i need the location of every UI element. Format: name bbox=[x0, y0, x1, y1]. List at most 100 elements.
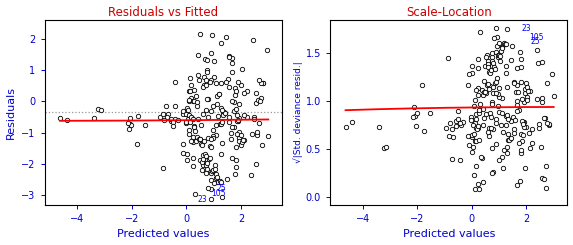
Point bbox=[181, 120, 190, 124]
Point bbox=[410, 105, 419, 109]
Point bbox=[452, 119, 461, 123]
Point bbox=[486, 115, 496, 119]
Point bbox=[494, 41, 504, 45]
Point bbox=[237, 67, 246, 71]
Point bbox=[470, 104, 479, 108]
Point bbox=[197, 142, 206, 146]
Point bbox=[213, 175, 222, 179]
Point bbox=[256, 99, 265, 103]
Point bbox=[468, 71, 477, 75]
Point bbox=[484, 87, 493, 91]
Point bbox=[516, 64, 525, 68]
Point bbox=[466, 118, 476, 122]
Point bbox=[200, 57, 209, 61]
Point bbox=[163, 115, 172, 119]
Point bbox=[89, 116, 99, 120]
Point bbox=[62, 118, 72, 122]
Point bbox=[540, 116, 550, 120]
Point bbox=[543, 82, 552, 86]
Point bbox=[512, 83, 521, 86]
Point bbox=[140, 123, 150, 127]
Point bbox=[224, 85, 233, 89]
Point bbox=[185, 118, 194, 122]
Point bbox=[215, 122, 225, 126]
Point bbox=[501, 114, 511, 118]
Point bbox=[486, 71, 495, 75]
Point bbox=[222, 177, 231, 181]
Point bbox=[203, 58, 212, 61]
Point bbox=[426, 111, 435, 115]
Point bbox=[489, 65, 499, 69]
Point bbox=[470, 98, 479, 101]
Point bbox=[247, 173, 256, 177]
Point bbox=[419, 129, 428, 133]
Point bbox=[207, 169, 217, 173]
Point bbox=[507, 120, 516, 123]
Point bbox=[481, 64, 490, 68]
Point bbox=[503, 117, 512, 121]
Title: Residuals vs Fitted: Residuals vs Fitted bbox=[108, 6, 218, 19]
Point bbox=[240, 138, 249, 142]
Point bbox=[238, 138, 248, 142]
Point bbox=[515, 179, 524, 183]
Point bbox=[124, 127, 134, 131]
Point bbox=[258, 81, 268, 85]
Point bbox=[513, 90, 523, 94]
Point bbox=[182, 106, 191, 110]
Point bbox=[255, 121, 264, 125]
Point bbox=[159, 112, 168, 116]
Point bbox=[464, 143, 473, 147]
Text: 23: 23 bbox=[521, 24, 531, 33]
Point bbox=[202, 70, 211, 74]
Point bbox=[411, 124, 420, 128]
Point bbox=[163, 112, 172, 116]
Point bbox=[488, 102, 497, 106]
Point bbox=[231, 86, 240, 90]
Point bbox=[478, 93, 488, 97]
Point bbox=[240, 91, 249, 95]
Point bbox=[504, 138, 513, 142]
Point bbox=[208, 128, 217, 132]
Point bbox=[447, 157, 456, 161]
Point bbox=[207, 187, 216, 191]
Point bbox=[189, 135, 198, 139]
Point bbox=[226, 131, 236, 135]
Point bbox=[510, 127, 519, 131]
Point bbox=[445, 121, 454, 125]
Point bbox=[517, 57, 526, 61]
Point bbox=[471, 112, 480, 116]
Point bbox=[168, 124, 177, 128]
Point bbox=[216, 180, 225, 184]
Point bbox=[516, 133, 525, 136]
Point bbox=[252, 130, 261, 134]
Point bbox=[456, 121, 465, 125]
Point bbox=[218, 141, 227, 145]
Point bbox=[476, 30, 485, 34]
Point bbox=[203, 97, 213, 101]
Point bbox=[217, 106, 226, 110]
Point bbox=[230, 172, 240, 176]
Point bbox=[497, 45, 507, 49]
Point bbox=[252, 91, 261, 95]
Point bbox=[188, 156, 197, 160]
Point bbox=[213, 94, 222, 98]
Point bbox=[202, 167, 211, 171]
Point bbox=[449, 135, 458, 138]
Point bbox=[453, 110, 462, 113]
Point bbox=[218, 110, 227, 114]
Point bbox=[194, 53, 203, 57]
Point bbox=[544, 122, 554, 126]
Point bbox=[231, 165, 241, 169]
Point bbox=[195, 137, 205, 141]
Point bbox=[235, 136, 244, 140]
Point bbox=[496, 54, 505, 58]
Point bbox=[492, 142, 501, 146]
Point bbox=[192, 139, 201, 143]
Point bbox=[497, 123, 506, 127]
Point bbox=[487, 68, 496, 72]
Point bbox=[521, 82, 531, 86]
Point bbox=[500, 148, 509, 152]
Point bbox=[185, 99, 194, 103]
Point bbox=[193, 100, 202, 104]
Point bbox=[227, 125, 236, 129]
